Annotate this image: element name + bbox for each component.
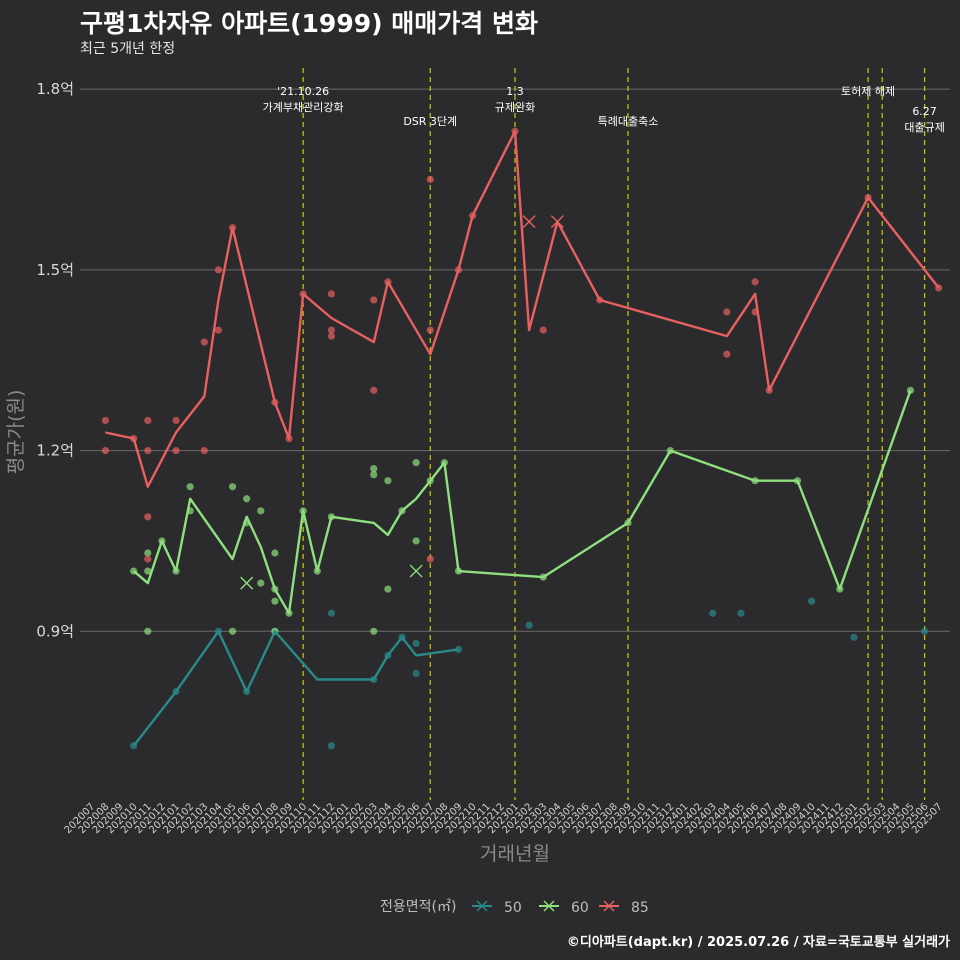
data-point — [101, 416, 110, 425]
data-point — [370, 465, 378, 473]
legend-label: 60 — [571, 900, 589, 916]
data-point — [228, 483, 237, 491]
y-tick-label: 1.5억 — [36, 261, 74, 279]
data-point — [172, 416, 180, 425]
data-point — [144, 416, 152, 425]
data-point — [412, 537, 420, 545]
data-point — [257, 507, 265, 515]
cancelled-marker — [240, 576, 254, 590]
legend: 전용면적(㎡) 50 60 85 — [380, 899, 649, 916]
legend-title: 전용면적(㎡) — [380, 899, 456, 915]
event-label: 6.27 — [912, 105, 937, 118]
data-point — [271, 597, 279, 605]
data-point — [454, 645, 463, 653]
data-point — [327, 332, 335, 340]
data-point — [214, 326, 223, 334]
data-point — [412, 459, 420, 467]
y-axis-title: 평균가(원) — [5, 390, 27, 475]
data-point — [243, 495, 251, 503]
data-point — [850, 633, 858, 641]
series-line — [105, 130, 940, 488]
data-point — [257, 579, 265, 587]
data-point — [186, 483, 194, 491]
y-tick-label: 1.2억 — [36, 442, 74, 460]
data-point — [723, 308, 731, 316]
cancelled-stroke — [522, 215, 536, 229]
data-point — [412, 669, 420, 678]
x-axis-title: 거래년월 — [480, 843, 550, 865]
series-lines — [105, 130, 940, 747]
event-label: DSR 3단계 — [403, 115, 457, 128]
event-label: 토허제 해제 — [841, 84, 895, 98]
series-line — [132, 389, 912, 615]
legend-key-60: 60 — [539, 900, 589, 916]
data-point — [327, 742, 335, 750]
data-point — [271, 549, 279, 557]
event-label: 규제완화 — [495, 101, 535, 114]
data-point — [144, 627, 152, 635]
data-point — [327, 609, 335, 617]
cancelled-stroke — [550, 215, 564, 229]
data-point — [144, 555, 152, 563]
data-point — [200, 446, 208, 455]
y-tick-label: 0.9억 — [36, 622, 74, 640]
event-label: 특례대출축소 — [598, 115, 659, 128]
chart-title: 구평1차자유 아파트(1999) 매매가격 변화 — [80, 9, 538, 38]
data-point — [370, 296, 378, 304]
data-point — [426, 175, 434, 184]
cancelled-marker — [522, 215, 536, 229]
event-label: 가계부채관리강화 — [263, 101, 344, 114]
data-point — [920, 627, 929, 635]
y-tick-label: 1.8억 — [36, 80, 74, 98]
data-point — [370, 627, 378, 635]
cancelled-markers — [240, 215, 564, 590]
data-point — [723, 350, 731, 358]
cancelled-stroke — [240, 576, 254, 590]
legend-swatch-cross — [543, 900, 555, 912]
data-point — [101, 446, 110, 455]
data-point — [751, 278, 759, 286]
legend-label: 85 — [631, 900, 649, 916]
data-point — [807, 597, 816, 605]
data-point — [144, 549, 152, 557]
data-point — [214, 266, 223, 274]
x-tick-labels: 2020072020082020092020102020112020122021… — [63, 801, 945, 836]
y-tick-labels: 0.9억 1.2억 1.5억 1.8억 — [36, 80, 74, 640]
legend-label: 50 — [504, 900, 522, 916]
legend-swatch-cross — [476, 900, 488, 912]
data-point — [144, 513, 152, 521]
data-point — [228, 627, 237, 635]
source-caption: ©디아파트(dapt.kr) / 2025.07.26 / 자료=국토교통부 실… — [566, 935, 950, 950]
event-label: 대출규제 — [904, 121, 944, 134]
legend-key-50: 50 — [472, 900, 522, 916]
legend-swatch-cross — [603, 900, 615, 912]
data-point — [426, 555, 434, 563]
chart-subtitle: 최근 5개년 한정 — [80, 41, 176, 57]
data-point — [370, 386, 378, 394]
data-point — [384, 477, 392, 485]
data-point — [172, 446, 180, 455]
legend-key-85: 85 — [599, 900, 649, 916]
data-point — [737, 609, 745, 617]
data-point — [370, 471, 378, 479]
data-point — [144, 446, 152, 455]
event-label: '21.10.26 — [277, 85, 329, 98]
data-point — [709, 609, 717, 617]
cancelled-stroke — [409, 564, 423, 578]
data-point — [327, 290, 335, 298]
event-label: 1.3 — [506, 85, 524, 98]
cancelled-marker — [550, 215, 564, 229]
data-point — [384, 585, 392, 593]
series-line — [132, 630, 459, 747]
data-point — [426, 326, 434, 334]
data-point — [144, 567, 152, 575]
data-point — [412, 639, 420, 647]
data-point — [539, 326, 547, 334]
data-point — [327, 326, 335, 334]
data-point — [200, 338, 208, 346]
cancelled-marker — [409, 564, 423, 578]
data-point — [525, 621, 533, 629]
